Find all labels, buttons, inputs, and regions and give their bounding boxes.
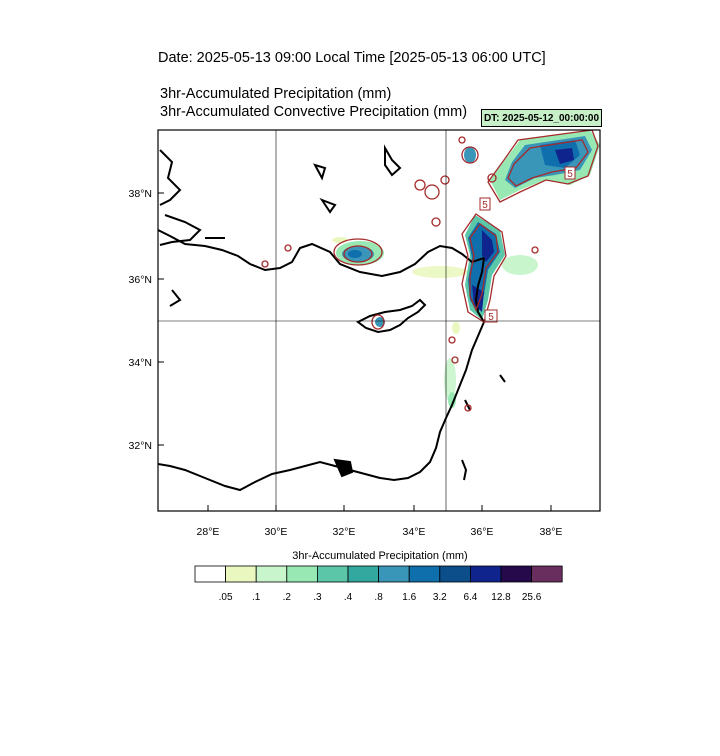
legend-title: 3hr-Accumulated Precipitation (mm) (292, 550, 468, 562)
crete-rhodes (159, 149, 182, 206)
levant-coast (158, 257, 486, 492)
lat-tick-labels: 32°N 34°N 36°N 38°N (129, 188, 152, 452)
lat-label: 38°N (129, 188, 152, 200)
legend-swatch (378, 565, 410, 583)
legend-label: .3 (313, 592, 322, 603)
legend-swatch (255, 565, 288, 583)
legend-label: .1 (252, 592, 261, 603)
legend-label: .4 (344, 592, 353, 603)
cyprus (356, 298, 427, 334)
convective-contours (261, 130, 599, 412)
legend-swatch (531, 565, 563, 583)
lon-label: 28°E (197, 526, 220, 538)
legend-label: .05 (219, 592, 233, 603)
lat-label: 34°N (129, 357, 152, 369)
precip-shading (332, 130, 600, 408)
lon-label: 36°E (471, 526, 494, 538)
legend-swatch (469, 565, 502, 583)
legend-label: .8 (374, 592, 383, 603)
coastlines (158, 144, 506, 492)
lon-label: 34°E (403, 526, 426, 538)
legend-swatch (500, 565, 533, 583)
legend-swatch (286, 565, 318, 583)
legend-colorbar (194, 565, 563, 583)
contour-label: 5 (482, 200, 488, 211)
legend-labels: .05 .1 .2 .3 .4 .8 1.6 3.2 6.4 12.8 25.6 (219, 592, 542, 603)
lat-label: 32°N (129, 440, 152, 452)
date-title: Date: 2025-05-13 09:00 Local Time [2025-… (158, 50, 546, 66)
legend-swatch (347, 565, 380, 583)
legend-label: 12.8 (491, 592, 511, 603)
lat-axis (158, 192, 164, 446)
map-content: 5 5 5 (158, 130, 600, 511)
legend-label: 25.6 (522, 592, 542, 603)
field-title-convective: 3hr-Accumulated Convective Precipitation… (160, 104, 468, 120)
model-init-badge: DT: 2025-05-12_00:00:00 (481, 109, 602, 127)
legend-swatch (225, 565, 257, 583)
lon-tick-labels: 28°E 30°E 32°E 34°E 36°E 38°E (197, 526, 563, 538)
map-frame (157, 129, 601, 512)
legend-label: 3.2 (433, 592, 447, 603)
legend-swatch (408, 565, 441, 583)
lon-label: 32°E (333, 526, 356, 538)
legend-label: .2 (283, 592, 292, 603)
gridlines (158, 130, 600, 511)
lat-label: 36°N (129, 274, 152, 286)
legend-swatch (439, 565, 471, 583)
lon-axis (207, 505, 552, 511)
legend-label: 6.4 (463, 592, 477, 603)
legend-label: 1.6 (402, 592, 416, 603)
contour-label: 5 (567, 169, 573, 180)
legend-swatch (316, 565, 349, 583)
legend-swatch (194, 565, 227, 583)
contour-label: 5 (488, 312, 494, 323)
turkey-coast (158, 229, 485, 278)
lon-label: 30°E (265, 526, 288, 538)
contour-labels: 5 5 5 (479, 166, 576, 323)
lon-label: 38°E (540, 526, 563, 538)
field-title-precip: 3hr-Accumulated Precipitation (mm) (160, 86, 392, 102)
